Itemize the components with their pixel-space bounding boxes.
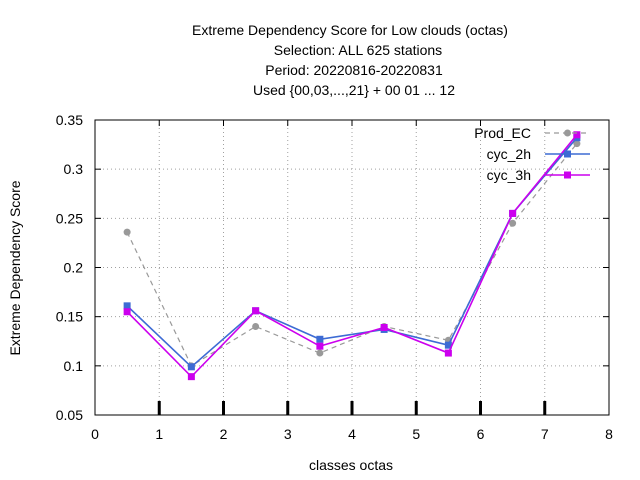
x-axis-label: classes octas bbox=[309, 457, 393, 473]
point-cyc_3h-4 bbox=[380, 323, 388, 331]
legend-marker-cyc_2h bbox=[564, 150, 571, 158]
legend: Prod_EC cyc_2h cyc_3h bbox=[474, 125, 590, 183]
point-Prod_EC-0 bbox=[123, 228, 131, 236]
y-tick-label-4: 0.25 bbox=[56, 210, 83, 226]
x-tick-label-3: 3 bbox=[284, 426, 292, 442]
point-Prod_EC-3 bbox=[316, 349, 324, 357]
point-cyc_3h-3 bbox=[316, 342, 324, 350]
title-line-4: Used {00,03,...,21} + 00 01 ... 12 bbox=[253, 82, 455, 98]
title-line-3: Period: 20220816-20220831 bbox=[265, 62, 443, 78]
legend-label-Prod_EC: Prod_EC bbox=[474, 125, 531, 141]
series-line-Prod_EC bbox=[126, 143, 578, 367]
point-cyc_3h-2 bbox=[252, 307, 260, 315]
point-cyc_2h-1 bbox=[187, 363, 195, 371]
title-line-1: Extreme Dependency Score for Low clouds … bbox=[192, 22, 508, 38]
point-cyc_2h-5 bbox=[444, 341, 452, 349]
point-cyc_2h-0 bbox=[123, 302, 131, 310]
x-tick-label-8: 8 bbox=[605, 426, 613, 442]
legend-label-cyc_3h: cyc_3h bbox=[487, 167, 531, 183]
axes: 0 1 2 3 4 5 6 7 8 0.05 0.1 0.15 0.2 0.25 0.3 0.35 bbox=[56, 112, 613, 442]
point-cyc_2h-3 bbox=[316, 335, 324, 343]
legend-label-cyc_2h: cyc_2h bbox=[487, 146, 531, 162]
point-cyc_3h-7 bbox=[573, 131, 581, 139]
point-Prod_EC-6 bbox=[509, 219, 517, 227]
y-tick-label-6: 0.35 bbox=[56, 112, 83, 128]
point-cyc_3h-1 bbox=[187, 373, 195, 381]
grid bbox=[95, 120, 609, 415]
y-axis-label: Extreme Dependency Score bbox=[7, 180, 23, 355]
x-tick-label-6: 6 bbox=[477, 426, 485, 442]
point-cyc_3h-5 bbox=[444, 349, 452, 357]
point-cyc_3h-0 bbox=[123, 308, 131, 316]
y-tick-label-0: 0.05 bbox=[56, 407, 83, 423]
point-Prod_EC-7 bbox=[573, 140, 581, 148]
x-tick-label-2: 2 bbox=[220, 426, 228, 442]
x-tick-label-0: 0 bbox=[91, 426, 99, 442]
x-tick-label-4: 4 bbox=[348, 426, 356, 442]
point-Prod_EC-2 bbox=[252, 323, 260, 330]
legend-marker-cyc_3h bbox=[564, 171, 571, 179]
y-tick-label-2: 0.15 bbox=[56, 309, 83, 325]
x-tick-label-7: 7 bbox=[541, 426, 549, 442]
y-tick-label-5: 0.3 bbox=[64, 161, 84, 177]
series-line-cyc_3h bbox=[126, 134, 578, 378]
legend-marker-Prod_EC bbox=[564, 129, 571, 137]
y-tick-label-3: 0.2 bbox=[64, 260, 84, 276]
x-tick-label-5: 5 bbox=[412, 426, 420, 442]
series bbox=[123, 131, 581, 381]
title-line-2: Selection: ALL 625 stations bbox=[274, 42, 442, 58]
y-tick-label-1: 0.1 bbox=[64, 358, 84, 374]
x-tick-label-1: 1 bbox=[155, 426, 163, 442]
point-cyc_3h-6 bbox=[509, 209, 517, 217]
chart-title: Extreme Dependency Score for Low clouds … bbox=[192, 22, 508, 98]
